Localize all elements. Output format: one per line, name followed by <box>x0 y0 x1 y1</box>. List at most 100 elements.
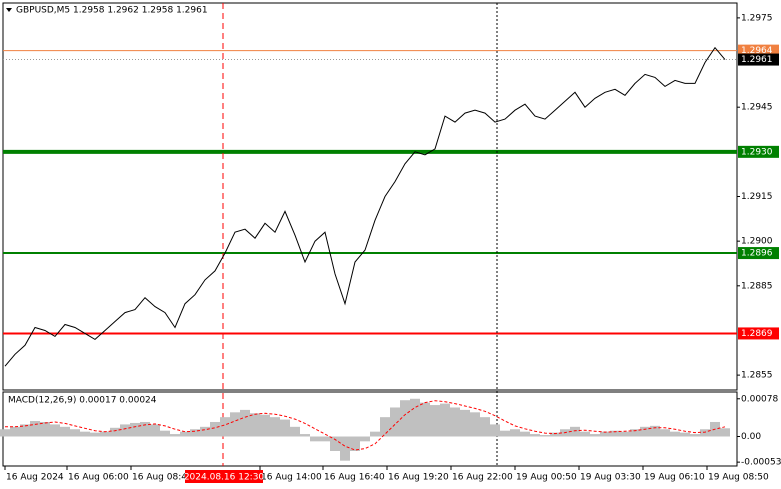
macd-bar <box>260 414 270 437</box>
macd-bar <box>10 426 20 437</box>
macd-bar <box>200 426 210 437</box>
y-tick-label: 1.2915 <box>741 192 773 202</box>
macd-bar <box>50 424 60 437</box>
macd-bar <box>470 412 480 437</box>
menu-arrow[interactable] <box>6 8 12 12</box>
y-tick-label: 1.2885 <box>741 281 773 291</box>
macd-bar <box>180 431 190 437</box>
macd-bar <box>240 409 250 437</box>
x-tick-label: 19 Aug 08:50 <box>708 473 769 483</box>
y-tick-label: 1.2855 <box>741 371 773 381</box>
macd-bar <box>0 429 10 437</box>
macd-bar <box>380 417 390 437</box>
macd-bar <box>160 430 170 437</box>
macd-bar <box>500 430 510 437</box>
macd-bar <box>60 426 70 437</box>
macd-bar <box>280 419 290 437</box>
macd-bar <box>270 417 280 437</box>
x-tick-label: 16 Aug 14:00 <box>261 473 322 483</box>
macd-bar <box>670 431 680 437</box>
macd-bar <box>630 429 640 437</box>
macd-bar <box>340 436 350 461</box>
y-tick-label: 1.2945 <box>741 103 773 113</box>
macd-bar <box>370 431 380 437</box>
macd-bar <box>320 436 330 442</box>
x-tick-label: 16 Aug 06:00 <box>68 473 129 483</box>
macd-bar <box>620 431 630 437</box>
macd-bar <box>20 424 30 437</box>
macd-bar <box>360 436 370 442</box>
crosshair-label: 2024.08.16 12:30 <box>184 473 265 483</box>
x-tick-label: 19 Aug 06:10 <box>644 473 705 483</box>
macd-bar <box>130 422 140 437</box>
macd-bar <box>400 400 410 437</box>
macd-bar <box>550 432 560 437</box>
macd-bar <box>720 428 730 437</box>
macd-bar <box>80 431 90 437</box>
macd-bar <box>530 434 540 437</box>
level-label-box <box>738 327 779 340</box>
x-tick-label: 16 Aug 22:00 <box>452 473 513 483</box>
macd-bar <box>310 436 320 442</box>
macd-bar <box>110 427 120 437</box>
macd-bar <box>90 432 100 437</box>
level-label: 1.2961 <box>741 55 773 65</box>
macd-bar <box>680 432 690 437</box>
level-label: 1.2869 <box>741 329 773 339</box>
x-tick-label: 19 Aug 03:30 <box>580 473 641 483</box>
macd-bar <box>580 431 590 437</box>
macd-bar <box>230 412 240 437</box>
macd-bar <box>390 407 400 437</box>
macd-bar <box>120 424 130 437</box>
macd-bar <box>660 429 670 437</box>
y-tick-label: 0.00 <box>741 432 761 442</box>
macd-pane <box>2 391 738 467</box>
macd-bar <box>450 407 460 437</box>
macd-bar <box>220 417 230 437</box>
macd-bar <box>30 421 40 437</box>
signal-line <box>5 400 726 451</box>
macd-bar <box>590 434 600 437</box>
macd-bar <box>700 429 710 437</box>
macd-bar <box>100 431 110 437</box>
price-pane <box>2 2 738 391</box>
macd-bar <box>410 398 420 437</box>
macd-bar <box>510 429 520 437</box>
level-label-box <box>738 247 779 260</box>
macd-bar <box>690 434 700 437</box>
macd-bar <box>170 434 180 437</box>
y-tick-label: -0.00053 <box>741 458 781 468</box>
macd-bar <box>440 403 450 437</box>
macd-bar <box>640 426 650 437</box>
macd-bar <box>210 421 220 437</box>
price-line <box>4 46 726 367</box>
macd-bar <box>350 436 360 452</box>
macd-bar <box>460 409 470 437</box>
macd-bar <box>40 421 50 437</box>
macd-bar <box>430 405 440 437</box>
macd-bar <box>610 430 620 437</box>
macd-bar <box>140 421 150 437</box>
macd-bar <box>570 426 580 437</box>
level-label-box <box>738 145 779 158</box>
level-label: 1.2964 <box>741 46 773 56</box>
y-tick-label: 0.00078 <box>741 394 778 404</box>
x-tick-label: 19 Aug 00:50 <box>516 473 577 483</box>
macd-bar <box>150 424 160 437</box>
level-label-box <box>738 53 779 66</box>
crosshair-label-box <box>185 470 263 483</box>
level-label: 1.2930 <box>741 147 773 157</box>
macd-bar <box>490 424 500 437</box>
y-tick-label: 1.2900 <box>741 237 773 247</box>
macd-bar <box>420 402 430 437</box>
x-tick-label: 16 Aug 2024 <box>6 473 64 483</box>
macd-title: MACD(12,26,9) 0.00017 0.00024 <box>8 396 157 406</box>
x-tick-label: 16 Aug 16:40 <box>324 473 385 483</box>
macd-bar <box>480 417 490 437</box>
macd-bar <box>540 435 550 437</box>
macd-bar <box>190 429 200 437</box>
macd-bar <box>520 431 530 437</box>
macd-bar <box>600 431 610 437</box>
x-tick-label: 16 Aug 19:20 <box>388 473 449 483</box>
